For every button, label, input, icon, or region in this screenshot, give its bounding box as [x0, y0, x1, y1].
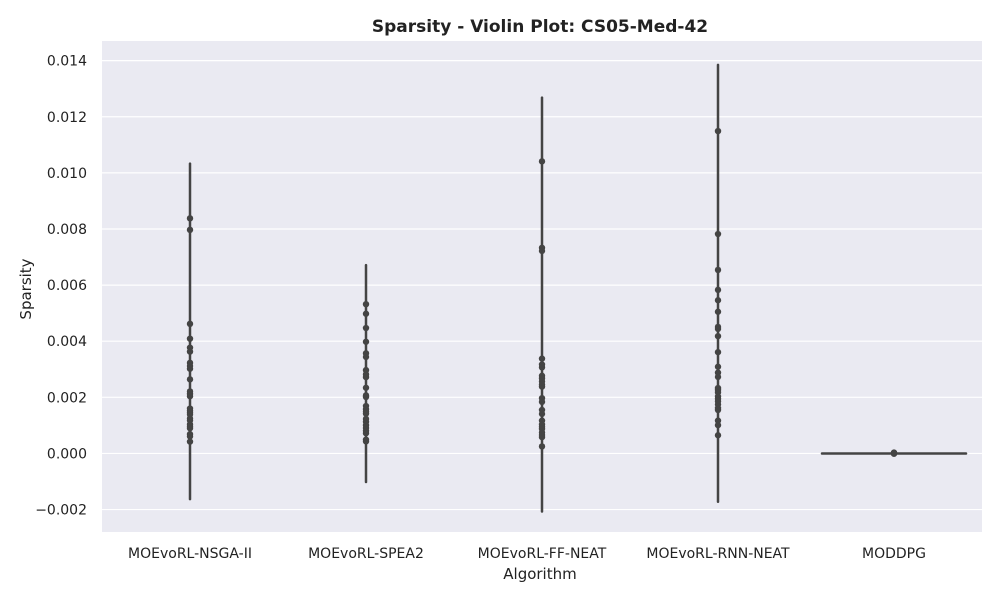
violins	[186, 63, 968, 513]
data-point	[714, 297, 722, 304]
data-point	[890, 449, 898, 457]
data-point	[362, 310, 370, 317]
x-tick-label: MOEvoRL-FF-NEAT	[478, 546, 607, 562]
data-point	[714, 432, 722, 439]
data-point	[362, 373, 370, 381]
data-point	[186, 424, 194, 432]
x-axis-label: Algorithm	[503, 565, 576, 583]
data-point	[362, 438, 370, 445]
y-tick-label: 0.004	[47, 334, 87, 350]
y-axis-label: Sparsity	[17, 258, 35, 319]
data-point	[362, 300, 370, 308]
data-point	[714, 348, 722, 356]
data-point	[362, 324, 370, 332]
y-tick-label: 0.002	[47, 390, 87, 406]
x-tick-label: MOEvoRL-RNN-NEAT	[646, 546, 790, 562]
data-point	[186, 335, 194, 342]
data-point	[538, 158, 546, 165]
data-point	[714, 308, 722, 315]
data-point	[714, 286, 722, 294]
data-point	[186, 215, 194, 222]
data-point	[186, 438, 194, 445]
violin-4	[714, 63, 722, 503]
data-point	[714, 363, 722, 370]
data-point	[186, 365, 194, 372]
data-point	[362, 384, 370, 391]
violin-5	[820, 449, 968, 457]
data-point	[714, 230, 722, 238]
y-tick-label: 0.012	[47, 110, 87, 126]
data-point	[714, 406, 722, 414]
violin-3	[538, 96, 546, 513]
data-point	[538, 364, 546, 371]
y-tick-label: 0.000	[47, 446, 87, 462]
violin-2	[362, 263, 370, 484]
x-tick-label: MOEvoRL-SPEA2	[308, 546, 424, 562]
data-point	[186, 226, 194, 234]
data-point	[362, 353, 370, 361]
violin-1	[186, 162, 194, 501]
data-point	[362, 393, 370, 401]
data-point	[714, 325, 722, 333]
data-point	[714, 332, 722, 340]
data-point	[714, 373, 722, 381]
data-point	[186, 393, 194, 400]
data-point	[538, 247, 546, 255]
y-tick-label: 0.008	[47, 222, 87, 238]
y-tick-label: −0.002	[35, 503, 87, 519]
data-point	[714, 266, 722, 274]
chart-title: Sparsity - Violin Plot: CS05-Med-42	[372, 17, 708, 37]
data-point	[714, 127, 722, 135]
data-point	[538, 398, 546, 406]
y-tick-label: 0.006	[47, 278, 87, 294]
y-tick-label: 0.010	[47, 166, 87, 182]
data-point	[362, 430, 370, 437]
data-point	[362, 410, 370, 417]
data-point	[538, 355, 546, 362]
y-tick-labels: −0.002 0.000 0.002 0.004 0.006 0.008 0.010 0.01…	[35, 54, 87, 519]
data-point	[186, 433, 194, 440]
data-point	[538, 383, 546, 390]
data-point	[538, 443, 546, 450]
data-point	[186, 376, 194, 383]
data-point	[714, 417, 722, 424]
data-point	[538, 433, 546, 441]
x-tick-label: MODDPG	[862, 546, 926, 562]
x-tick-labels: MOEvoRL-NSGA-II MOEvoRL-SPEA2 MOEvoRL-FF-N…	[128, 546, 926, 562]
x-tick-label: MOEvoRL-NSGA-II	[128, 546, 252, 562]
data-point	[186, 320, 194, 328]
data-point	[362, 338, 370, 345]
data-point	[538, 410, 546, 418]
data-point	[186, 348, 194, 355]
y-tick-label: 0.014	[47, 54, 87, 70]
data-point	[714, 421, 722, 429]
